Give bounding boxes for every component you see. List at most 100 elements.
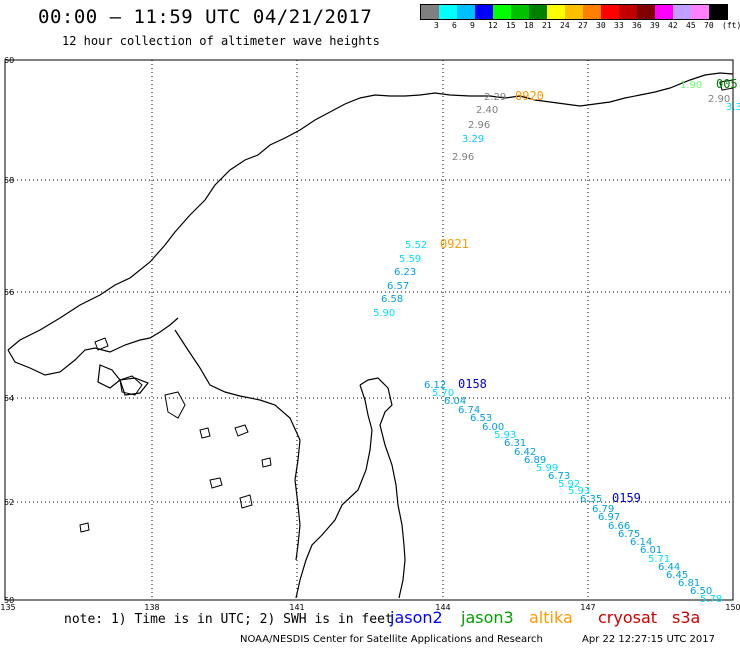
wave-height-value: 6.57 [387, 281, 409, 292]
map-grid [5, 60, 733, 600]
wave-height-value: 3.3 [726, 102, 740, 113]
legend-label: 15 [506, 21, 516, 30]
wave-height-value: 3.29 [462, 134, 484, 145]
chart-subtitle: 12 hour collection of altimeter wave hei… [62, 34, 380, 48]
legend-swatch [547, 5, 565, 19]
altimeter-passes: 0920 2.29 2.40 2.96 3.29 2.96 0921 5.52 5.59 6.23… [373, 77, 740, 605]
wave-height-value: 6.53 [470, 413, 492, 424]
latitude-tick-labels: 60 58 56 54 52 50 [4, 56, 14, 605]
legend-swatch [493, 5, 511, 19]
legend-label: 6 [452, 21, 457, 30]
units-note: note: 1) Time is in UTC; 2) SWH is in fe… [64, 612, 393, 627]
coastline-mainland [7, 72, 734, 351]
legend-swatch [655, 5, 673, 19]
pass-time-label: 0921 [440, 237, 469, 251]
pass-time-label: 0158 [458, 377, 487, 391]
legend-swatch [475, 5, 493, 19]
wave-height-value: 6.73 [548, 471, 570, 482]
wave-height-value: 6.04 [444, 396, 466, 407]
legend-swatch [583, 5, 601, 19]
wave-height-value: 6.12 [424, 380, 446, 391]
wave-height-value: 1.90 [680, 80, 702, 91]
wave-height-value: 2.40 [476, 105, 498, 116]
legend-label: 12 [488, 21, 498, 30]
legend-label: 9 [470, 21, 475, 30]
wave-height-value: 6.74 [458, 405, 480, 416]
satellite-cryosat: cryosat [598, 608, 658, 627]
legend-label: 70 [704, 21, 714, 30]
satellite-jason2: jason2 [390, 608, 443, 627]
wave-height-value: 5.71 [648, 554, 670, 565]
longitude-tick: 144 [435, 603, 450, 612]
legend-label: 27 [578, 21, 588, 30]
wave-height-value: 6.23 [394, 267, 416, 278]
legend-label: 36 [632, 21, 642, 30]
legend-label: 3 [434, 21, 439, 30]
satellite-jason3: jason3 [461, 608, 514, 627]
chart-title: 00:00 – 11:59 UTC 04/21/2017 [38, 6, 373, 28]
wave-height-value: 5.52 [405, 240, 427, 251]
wave-height-value: 2.29 [484, 92, 506, 103]
legend-label: 21 [542, 21, 552, 30]
legend-swatch [421, 5, 439, 19]
wave-height-value: 6.01 [640, 545, 662, 556]
wave-height-value: 6.44 [658, 562, 680, 573]
wave-height-value: 5.90 [373, 308, 395, 319]
legend-swatch [439, 5, 457, 19]
wave-height-value: 6.75 [618, 529, 640, 540]
legend-swatch [511, 5, 529, 19]
pass-time-label: 005 [716, 77, 738, 91]
wave-height-value: 2.96 [452, 152, 474, 163]
wave-height-value: 5.78 [700, 594, 722, 605]
wave-height-value: 6.45 [666, 570, 688, 581]
legend-swatch [565, 5, 583, 19]
longitude-tick: 147 [580, 603, 595, 612]
coastline-amur [7, 317, 301, 561]
latitude-tick: 56 [4, 288, 14, 297]
legend-swatch [619, 5, 637, 19]
pass-time-label: 0159 [612, 491, 641, 505]
wave-height-value: 2.96 [468, 120, 490, 131]
wave-height-value: 6.79 [592, 504, 614, 515]
wave-height-value: 6.14 [630, 537, 652, 548]
latitude-tick: 60 [4, 56, 14, 65]
legend-swatch [673, 5, 691, 19]
legend-swatch [529, 5, 547, 19]
legend-label: (ft) [722, 21, 740, 30]
legend-label: 33 [614, 21, 624, 30]
wave-height-value: 6.81 [678, 578, 700, 589]
longitude-tick: 141 [289, 603, 304, 612]
latitude-tick: 52 [4, 498, 14, 507]
wave-height-value: 5.92 [558, 479, 580, 490]
legend-label: 45 [686, 21, 696, 30]
legend-label: 39 [650, 21, 660, 30]
longitude-tick: 135 [0, 603, 15, 612]
wave-height-value: 2.90 [708, 94, 730, 105]
wave-height-value: 6.00 [482, 422, 504, 433]
wave-height-value: 5.99 [536, 463, 558, 474]
legend-label: 42 [668, 21, 678, 30]
latitude-tick: 58 [4, 176, 14, 185]
coastline-small-islands [79, 79, 734, 533]
satellite-altika: altika [529, 608, 573, 627]
generated-timestamp: Apr 22 12:27:15 UTC 2017 [582, 634, 715, 645]
wave-height-value: 6.97 [598, 512, 620, 523]
coastline-sakhalin [295, 377, 406, 599]
legend-swatch [457, 5, 475, 19]
latitude-tick: 54 [4, 394, 14, 403]
wave-height-value: 6.50 [690, 586, 712, 597]
wave-height-value: 5.93 [494, 430, 516, 441]
wave-height-value: 6.35 [580, 494, 602, 505]
map-frame [4, 59, 734, 601]
wave-height-value: 6.89 [524, 455, 546, 466]
wave-height-value: 5.93 [568, 486, 590, 497]
legend-swatch [709, 5, 727, 19]
legend-label: 24 [560, 21, 570, 30]
legend-label: 30 [596, 21, 606, 30]
satellite-s3a: s3a [672, 608, 701, 627]
wave-height-value: 5.70 [432, 388, 454, 399]
longitude-tick: 150 [725, 603, 740, 612]
wave-height-color-legend [420, 4, 728, 20]
legend-label: 18 [524, 21, 534, 30]
